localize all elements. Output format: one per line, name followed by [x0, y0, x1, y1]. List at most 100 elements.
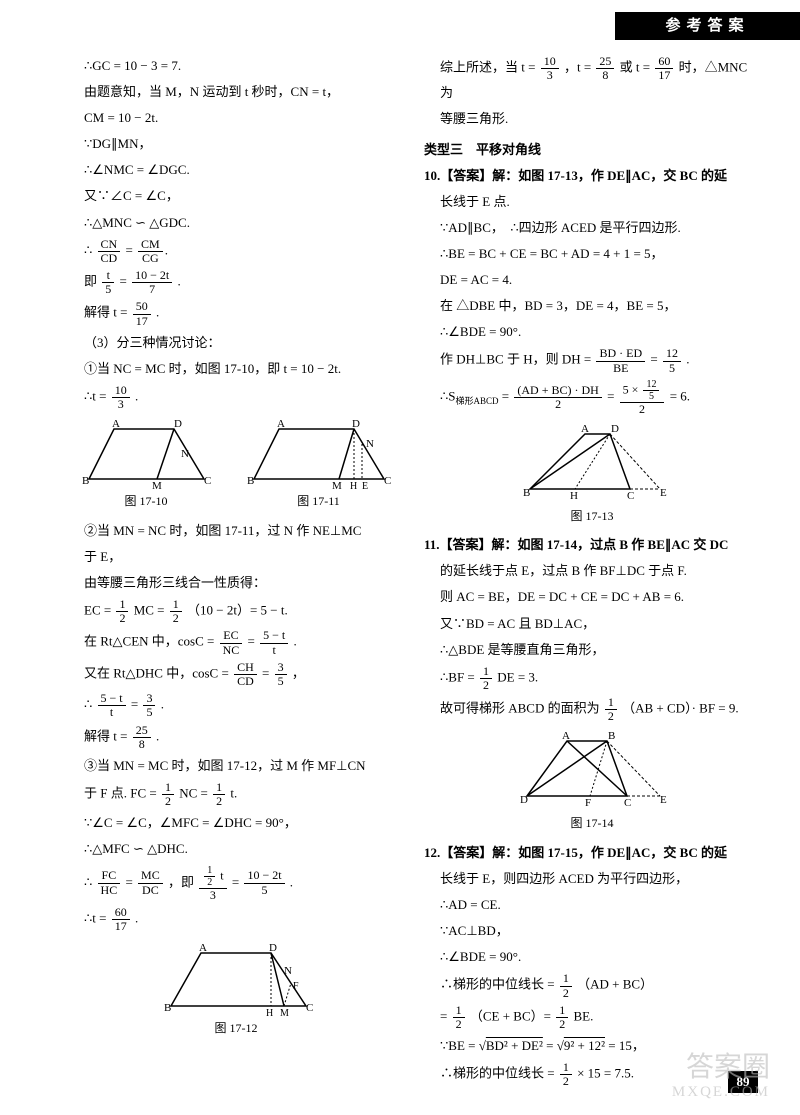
figure-label: 图 17-12: [156, 1018, 316, 1038]
suffix: （10 − 2t）= 5 − t.: [187, 603, 288, 618]
question-12: 12.【答案】解：如图 17-15，作 DE∥AC，交 BC 的延: [424, 842, 760, 864]
prefix: ∴: [84, 242, 92, 257]
text-line: 由题意知，当 M，N 运动到 t 秒时，CN = t，: [68, 81, 404, 103]
text-line: ∴△MFC ∽ △DHC.: [68, 838, 404, 860]
text-line: ②当 MN = NC 时，如图 17-11，过 N 作 NE⊥MC: [68, 520, 404, 542]
svg-text:A: A: [277, 419, 285, 430]
fraction: 5 × 125 2: [620, 379, 665, 416]
equation: ∴t = 103 .: [68, 384, 404, 411]
text-line: ∵DG∥MN，: [68, 133, 404, 155]
fraction: 12 t 3: [199, 865, 226, 902]
dot: .: [156, 305, 159, 320]
prefix: 又在 Rt△DHC 中，cosC =: [84, 665, 232, 680]
fraction: t5: [102, 269, 114, 296]
suffix: （AB + CD）· BF = 9.: [622, 701, 739, 716]
eq: =: [232, 874, 243, 889]
dot: .: [135, 910, 138, 925]
fraction: 103: [541, 55, 559, 82]
prefix: EC =: [84, 603, 114, 618]
text-line: 长线于 E 点.: [424, 191, 760, 213]
trapezoid-icon: AD BC HM NF: [156, 941, 316, 1016]
text-line: ∴△MNC ∽ △GDC.: [68, 212, 404, 234]
eq: =: [502, 388, 513, 403]
equation: 故可得梯形 ABCD 的面积为 12 （AB + CD）· BF = 9.: [424, 696, 760, 723]
fraction: 258: [133, 724, 151, 751]
svg-text:H: H: [350, 481, 357, 489]
text-line: 的延长线于点 E，过点 B 作 BF⊥DC 于点 F.: [424, 560, 760, 582]
svg-text:B: B: [608, 731, 615, 742]
section-heading: 类型三 平移对角线: [424, 139, 760, 161]
figure-row: AD BC MN 图 17-10 AD BC MH EN 图 17-11: [68, 419, 404, 511]
svg-text:C: C: [306, 1002, 313, 1014]
dot: .: [294, 634, 297, 649]
suffix: BE.: [573, 1008, 593, 1023]
mid: ，t =: [564, 60, 594, 75]
equation: 解得 t = 258 .: [68, 724, 404, 751]
suffix: × 15 = 7.5.: [577, 1066, 634, 1081]
equation: 作 DH⊥BC 于 H，则 DH = BD · EDBE = 125 .: [424, 347, 760, 374]
mid: MC =: [134, 603, 168, 618]
svg-text:E: E: [660, 794, 667, 806]
fraction: 12: [605, 696, 617, 723]
svg-text:M: M: [152, 480, 162, 489]
prefix: ∴t =: [84, 910, 110, 925]
prefix: =: [440, 1008, 451, 1023]
prefix: ∴S: [440, 388, 456, 403]
text-line: ①当 NC = MC 时，如图 17-10，即 t = 10 − 2t.: [68, 358, 404, 380]
fraction: 12: [162, 781, 174, 808]
figure-17-14: AB DF CE 图 17-14: [424, 731, 760, 833]
fraction: 10 − 2t5: [244, 869, 284, 896]
fraction: 12: [116, 598, 128, 625]
prefix: 在 Rt△CEN 中，cosC =: [84, 634, 218, 649]
figure-17-13: AD BH CE 图 17-13: [424, 424, 760, 526]
fraction: CMCG: [138, 238, 163, 265]
fraction: 103: [112, 384, 130, 411]
svg-text:H: H: [266, 1008, 273, 1016]
fraction: 12: [560, 972, 572, 999]
svg-text:N: N: [366, 438, 374, 450]
text-line: 在 △DBE 中，BD = 3，DE = 4，BE = 5，: [424, 295, 760, 317]
fraction: ECNC: [220, 629, 243, 656]
equation: 又在 Rt△DHC 中，cosC = CHCD = 35 ，: [68, 661, 404, 688]
svg-text:D: D: [520, 794, 528, 806]
text-line: 等腰三角形.: [424, 108, 760, 130]
svg-text:C: C: [204, 475, 211, 487]
dot: .: [177, 274, 180, 289]
eq: =: [607, 388, 618, 403]
svg-text:C: C: [384, 475, 391, 487]
dot: ，: [292, 665, 305, 680]
prefix: 故可得梯形 ABCD 的面积为: [440, 701, 603, 716]
fraction: 258: [596, 55, 614, 82]
suffix: DE = 3.: [497, 669, 538, 684]
svg-text:D: D: [611, 424, 619, 435]
dot: .: [156, 728, 159, 743]
prefix: ∴梯形的中位线长 =: [440, 1066, 558, 1081]
text-line: ∴BE = BC + CE = BC + AD = 4 + 1 = 5，: [424, 243, 760, 265]
equation: ∴S梯形ABCD = (AD + BC) · DH2 = 5 × 125 2 =…: [424, 379, 760, 416]
prefix: ∴梯形的中位线长 =: [440, 977, 558, 992]
equation: ∴t = 6017 .: [68, 906, 404, 933]
text-line: ∴△BDE 是等腰直角三角形，: [424, 639, 760, 661]
text-line: ∵AC⊥BD，: [424, 920, 760, 942]
triangle-icon: AD BH CE: [515, 424, 670, 504]
figure-label: 图 17-13: [515, 506, 670, 526]
sqrt: 9² + 12²: [564, 1038, 605, 1053]
question-11: 11.【答案】解：如图 17-14，过点 B 作 BE∥AC 交 DC: [424, 534, 760, 556]
sqrt: BD² + DE²: [486, 1038, 543, 1053]
mid: （CE + BC）=: [470, 1008, 554, 1023]
prefix: 综上所述，当 t =: [440, 60, 539, 75]
svg-text:E: E: [660, 487, 667, 499]
fraction: CHCD: [234, 661, 257, 688]
equation: ∴BF = 12 DE = 3.: [424, 665, 760, 692]
text-line: ∴AD = CE.: [424, 894, 760, 916]
figure-17-11: AD BC MH EN 图 17-11: [244, 419, 394, 511]
text-line: 由等腰三角形三线合一性质得：: [68, 572, 404, 594]
figure-17-12: AD BC HM NF 图 17-12: [68, 941, 404, 1038]
fraction: 6017: [112, 906, 130, 933]
fraction: BD · EDBE: [596, 347, 645, 374]
svg-text:B: B: [164, 1002, 171, 1014]
text-line: DE = AC = 4.: [424, 269, 760, 291]
text-line: ∴∠NMC = ∠DGC.: [68, 159, 404, 181]
prefix: ∴: [84, 874, 92, 889]
svg-text:C: C: [627, 490, 634, 502]
